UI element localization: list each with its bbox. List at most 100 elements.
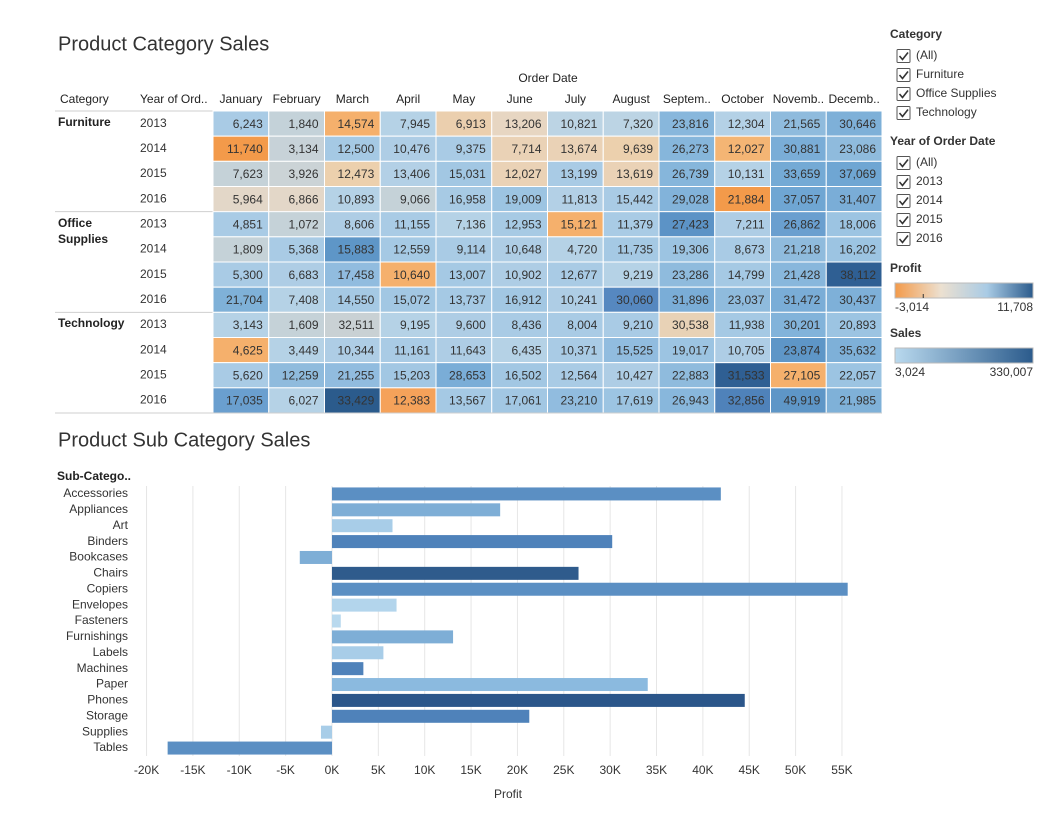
filter-option[interactable]: Furniture: [916, 67, 964, 81]
y-tick-label: Storage: [86, 708, 128, 722]
cell-value: 9,639: [623, 142, 653, 156]
column-header: May: [453, 92, 476, 106]
checkbox[interactable]: [896, 156, 911, 170]
x-axis-title: Profit: [494, 787, 523, 801]
filter-option[interactable]: 2014: [916, 193, 943, 207]
cell-value: 29,028: [672, 192, 709, 206]
heatmap-cell: [602, 211, 660, 238]
cell-value: 16,912: [505, 293, 542, 307]
bar: [331, 503, 501, 517]
bar: [331, 535, 613, 549]
checkbox[interactable]: [896, 213, 911, 227]
cell-value: 7,714: [511, 142, 541, 156]
checkmark: [898, 197, 909, 206]
cell-value: 14,550: [338, 293, 375, 307]
column-header: Decemb..: [828, 92, 879, 106]
cell-value: 26,273: [672, 142, 709, 156]
legend-max: 11,708: [997, 300, 1033, 314]
cell-value: 5,300: [233, 268, 263, 282]
cell-value: 27,105: [784, 368, 821, 382]
filter-option[interactable]: Office Supplies: [916, 86, 997, 100]
heatmap-cell: [212, 135, 270, 162]
legend-gradient: [894, 347, 1034, 364]
cell-value: 11,643: [450, 343, 486, 357]
heatmap-cell: [324, 286, 381, 313]
y-tick-label: Supplies: [82, 724, 128, 738]
column-header: Septem..: [663, 92, 711, 106]
heatmap-cell: [324, 160, 381, 187]
checkbox[interactable]: [896, 68, 911, 82]
column-header: Novemb..: [773, 92, 824, 106]
cell-value: 8,673: [734, 243, 764, 257]
cell-value: 13,007: [449, 268, 486, 282]
filter-option[interactable]: (All): [916, 48, 937, 62]
cell-value: 3,449: [288, 343, 318, 357]
cell-value: 23,286: [672, 268, 709, 282]
x-tick-label: 5K: [371, 763, 386, 777]
filter-option[interactable]: Technology: [916, 105, 977, 119]
cell-value: 21,884: [728, 192, 765, 206]
cell-value: 18,006: [839, 217, 876, 231]
cell-value: 6,866: [288, 192, 318, 206]
x-tick-label: -10K: [227, 763, 252, 777]
cell-value: 10,131: [728, 167, 765, 181]
cell-value: 12,677: [561, 268, 598, 282]
x-tick-label: -20K: [134, 763, 159, 777]
heatmap-cell: [324, 337, 381, 364]
cell-value: 12,027: [728, 142, 765, 156]
cell-value: 13,406: [393, 167, 430, 181]
heatmap-cell: [547, 286, 604, 313]
checkbox[interactable]: [896, 175, 911, 189]
cell-value: 15,121: [561, 217, 598, 231]
heatmap-cell: [491, 135, 548, 162]
filter-option[interactable]: 2013: [916, 174, 943, 188]
cell-value: 30,646: [839, 117, 876, 131]
heatmap-cell: [825, 211, 883, 238]
legend-max: 330,007: [990, 365, 1034, 379]
heatmap-cell: [770, 387, 827, 414]
cell-value: 32,856: [728, 394, 765, 408]
cell-value: 13,737: [449, 293, 486, 307]
heatmap-cell: [547, 362, 604, 389]
checkbox[interactable]: [896, 194, 911, 208]
heatmap-cell: [435, 311, 493, 339]
column-header: August: [612, 92, 650, 106]
column-header: March: [336, 92, 369, 106]
cell-value: 5,368: [288, 243, 318, 257]
cell-value: 13,567: [449, 394, 486, 408]
checkbox[interactable]: [896, 232, 911, 246]
heatmap-cell: [324, 135, 381, 162]
cell-value: 31,896: [672, 293, 709, 307]
cell-value: 17,061: [505, 394, 542, 408]
column-group-header: Order Date: [518, 71, 578, 85]
cell-value: 17,458: [338, 268, 375, 282]
filter-option[interactable]: (All): [916, 155, 937, 169]
x-tick-label: -5K: [276, 763, 295, 777]
checkbox[interactable]: [896, 106, 911, 120]
cell-value: 49,919: [784, 394, 821, 408]
cell-value: 23,086: [839, 142, 876, 156]
cell-value: 11,735: [617, 243, 653, 257]
heatmap-cell: [491, 160, 548, 187]
heatmap-cell: [212, 387, 270, 414]
cell-value: 13,199: [561, 167, 598, 181]
checkbox[interactable]: [896, 87, 911, 101]
cell-value: 10,902: [505, 268, 542, 282]
heatmap-cell: [379, 311, 437, 339]
cell-value: 9,210: [623, 318, 653, 332]
row-year: 2014: [140, 342, 167, 356]
checkmark: [898, 109, 909, 118]
cell-value: 19,017: [672, 343, 709, 357]
cell-value: 5,620: [233, 368, 263, 382]
row-year: 2013: [140, 317, 167, 331]
bar: [331, 693, 745, 707]
filter-option[interactable]: 2015: [916, 212, 943, 226]
checkbox[interactable]: [896, 49, 911, 63]
cell-value: 10,705: [728, 343, 765, 357]
group-label: Technology: [58, 316, 125, 331]
heatmap-cell: [825, 311, 883, 339]
heatmap-cell: [212, 236, 270, 263]
filter-option[interactable]: 2016: [916, 231, 943, 245]
cell-value: 12,559: [393, 243, 430, 257]
heatmap-cell: [212, 337, 270, 364]
